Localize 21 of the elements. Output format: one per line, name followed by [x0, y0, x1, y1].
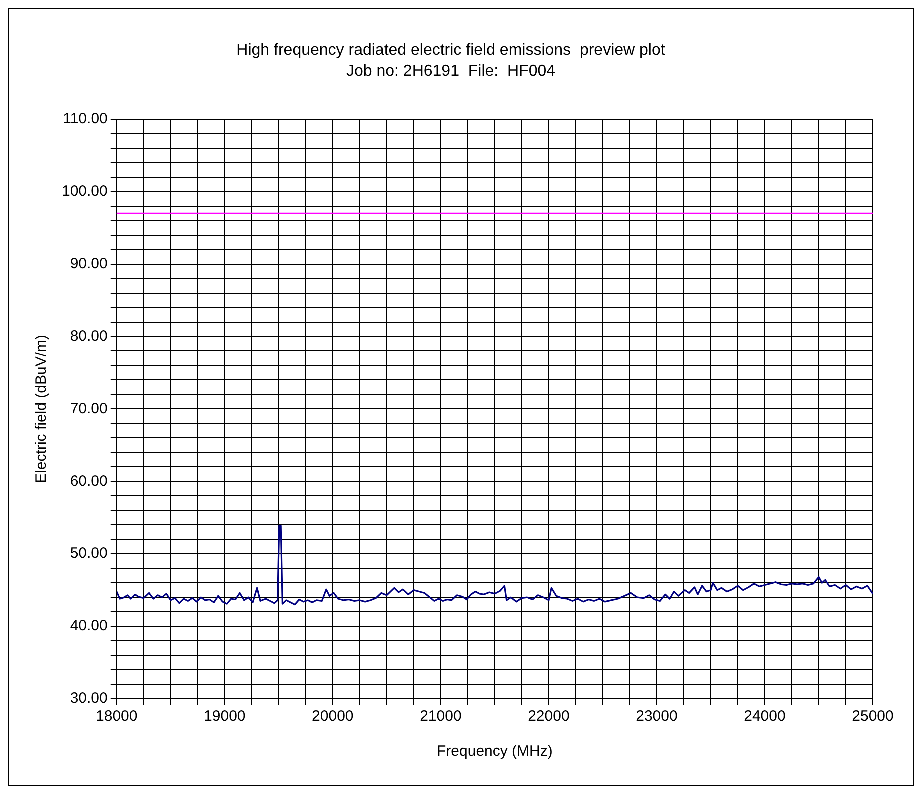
- x-tick-label: 23000: [636, 708, 678, 726]
- x-tick-label: 24000: [744, 708, 786, 726]
- x-tick-label: 22000: [528, 708, 570, 726]
- y-tick-label: 50.00: [70, 545, 108, 562]
- x-tick-label: 21000: [420, 708, 462, 726]
- chart-title: High frequency radiated electric field emissions preview plot: [236, 42, 666, 60]
- x-axis-title: Frequency (MHz): [437, 743, 553, 760]
- x-tick-label: 25000: [852, 708, 894, 726]
- chart-subtitle: Job no: 2H6191 File: HF004: [346, 63, 556, 80]
- x-tick-label: 18000: [96, 708, 138, 726]
- y-tick-label: 80.00: [70, 328, 108, 345]
- y-tick-label: 70.00: [70, 400, 108, 418]
- y-tick-label: 90.00: [70, 255, 108, 272]
- y-axis-title: Electric field (dBuV/m): [33, 335, 50, 484]
- y-tick-label: 100.00: [62, 182, 108, 200]
- y-tick-label: 110.00: [63, 110, 108, 128]
- y-tick-label: 30.00: [70, 690, 108, 708]
- y-tick-label: 40.00: [70, 618, 108, 635]
- x-tick-label: 20000: [312, 708, 354, 726]
- x-tick-label: 19000: [204, 708, 246, 726]
- y-tick-label: 60.00: [70, 472, 108, 490]
